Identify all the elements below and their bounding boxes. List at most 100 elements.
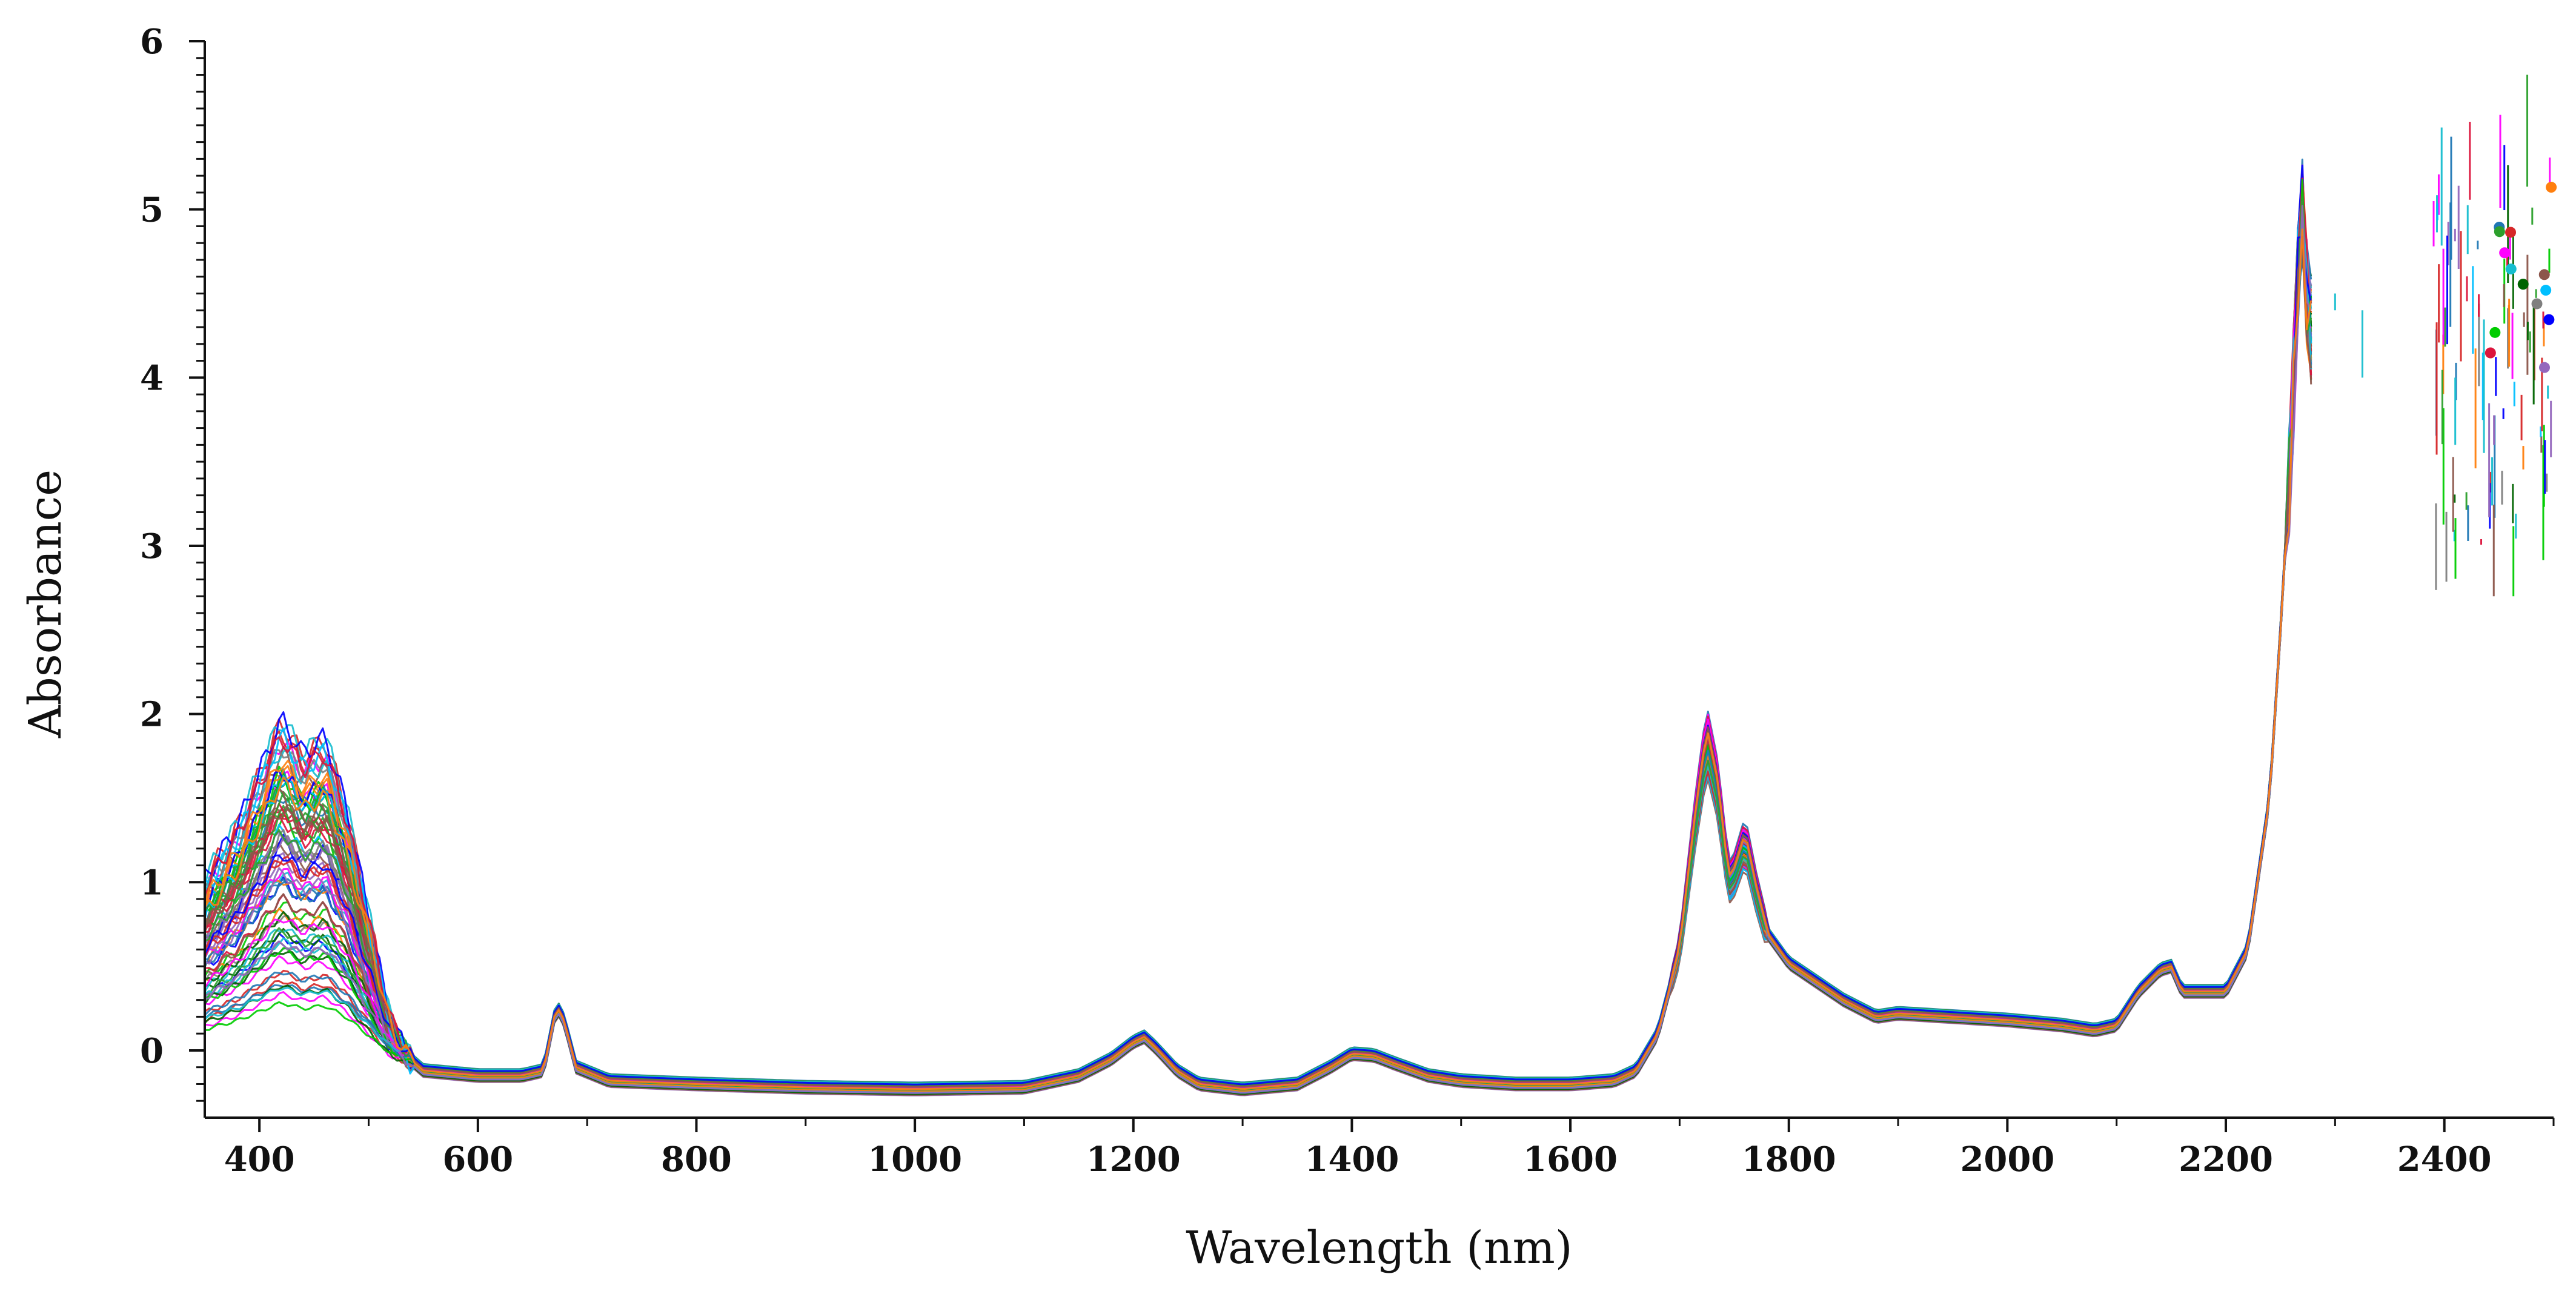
spectrum-series-64 xyxy=(204,211,2312,1096)
spectrum-series-75 xyxy=(204,221,2312,1084)
noise-dot-10 xyxy=(2485,347,2496,359)
spectrum-series-41 xyxy=(204,166,2312,1095)
x-ticks-group: 400 600 800 1000 1200 1400 1600 1800 2000 2200 240… xyxy=(224,1118,2555,1179)
spectrum-series-12 xyxy=(204,171,2312,1086)
spectrum-series-40 xyxy=(204,237,2312,1092)
spectrum-series-70 xyxy=(204,177,2312,1086)
spectrum-series-45 xyxy=(204,179,2312,1095)
spectrum-series-49 xyxy=(204,227,2312,1086)
spectrum-series-71 xyxy=(204,179,2312,1090)
x-axis-title: Wavelength (nm) xyxy=(1186,1222,1572,1274)
y-ticks-group: 0 1 2 3 4 5 6 xyxy=(140,22,205,1102)
spectrum-series-44 xyxy=(204,198,2312,1086)
spectrum-series-25 xyxy=(204,242,2312,1086)
spectrum-series-68 xyxy=(204,236,2312,1095)
y-tick-label-2: 2 xyxy=(140,695,164,735)
noise-region-group xyxy=(2334,75,2557,597)
spectrum-series-6 xyxy=(204,165,2312,1092)
spectrum-series-46 xyxy=(204,231,2312,1086)
noise-dot-11 xyxy=(2505,227,2517,238)
spectrum-series-57 xyxy=(204,197,2312,1092)
noise-dot-4 xyxy=(2546,182,2557,193)
spectrum-series-7 xyxy=(204,242,2312,1095)
y-tick-label-6: 6 xyxy=(140,22,164,62)
spectrum-series-80 xyxy=(204,228,2312,1090)
noise-dot-1 xyxy=(2489,327,2501,338)
spectrum-series-50 xyxy=(204,260,2312,1095)
x-tick-label-1800: 1800 xyxy=(1742,1139,1836,1179)
spectrum-series-58 xyxy=(204,248,2312,1092)
x-tick-label-1400: 1400 xyxy=(1304,1139,1399,1179)
y-tick-label-5: 5 xyxy=(140,190,164,230)
noise-dot-2 xyxy=(2499,247,2511,259)
spectrum-series-52 xyxy=(204,173,2312,1085)
x-tick-label-1200: 1200 xyxy=(1086,1139,1181,1179)
spectrum-series-74 xyxy=(204,201,2312,1089)
spectrum-series-67 xyxy=(204,218,2312,1087)
noise-dot-9 xyxy=(2531,298,2543,310)
spectrum-series-38 xyxy=(204,222,2312,1095)
x-tick-label-1600: 1600 xyxy=(1523,1139,1618,1179)
spectrum-series-4 xyxy=(204,216,2312,1095)
spectrum-series-37 xyxy=(204,239,2312,1089)
spectrum-series-16 xyxy=(204,260,2312,1093)
noise-dot-13 xyxy=(2538,362,2550,373)
spectrum-series-23 xyxy=(204,206,2312,1085)
spectrum-series-30 xyxy=(204,158,2312,1084)
spectrum-series-43 xyxy=(204,206,2312,1085)
noise-dot-12 xyxy=(2494,226,2505,237)
spectrum-series-3 xyxy=(204,171,2312,1090)
spectrum-series-39 xyxy=(204,178,2312,1087)
spectrum-series-28 xyxy=(204,189,2312,1085)
y-axis-title: Absorbance xyxy=(19,469,71,738)
x-tick-label-1000: 1000 xyxy=(868,1139,962,1179)
spectrum-series-21 xyxy=(204,167,2312,1092)
x-tick-label-2400: 2400 xyxy=(2397,1139,2492,1179)
spectrum-series-20 xyxy=(204,227,2312,1095)
spectrum-series-19 xyxy=(204,202,2312,1087)
x-tick-label-400: 400 xyxy=(224,1139,295,1179)
spectrum-series-32 xyxy=(204,164,2312,1095)
spectrum-series-9 xyxy=(204,188,2312,1084)
noise-dot-14 xyxy=(2517,279,2529,290)
y-tick-label-0: 0 xyxy=(140,1031,164,1071)
spectrum-series-48 xyxy=(204,245,2312,1093)
spectrum-series-77 xyxy=(204,236,2312,1086)
spectrum-series-63 xyxy=(204,164,2312,1089)
spectrum-series-13 xyxy=(204,185,2312,1086)
spectrum-series-53 xyxy=(204,231,2312,1095)
noise-dot-3 xyxy=(2543,314,2555,325)
spectrum-series-42 xyxy=(204,253,2312,1088)
noise-dot-7 xyxy=(2505,264,2517,275)
spectrum-series-73 xyxy=(204,207,2312,1088)
spectrum-series-29 xyxy=(204,204,2312,1091)
spectrum-series-62 xyxy=(204,179,2312,1084)
spectrum-series-76 xyxy=(204,195,2312,1087)
spectrum-series-31 xyxy=(204,184,2312,1088)
spectrum-series-59 xyxy=(204,173,2312,1087)
spectrum-series-72 xyxy=(204,236,2312,1090)
spectrum-series-56 xyxy=(204,224,2312,1086)
spectrum-series-5 xyxy=(204,242,2312,1085)
spectrum-series-10 xyxy=(204,199,2312,1088)
spectrum-series-33 xyxy=(204,241,2312,1086)
x-tick-label-2200: 2200 xyxy=(2179,1139,2273,1179)
spectrum-series-65 xyxy=(204,194,2312,1090)
spectrum-series-15 xyxy=(204,190,2312,1092)
spectrum-series-24 xyxy=(204,180,2312,1086)
spectra-series-group xyxy=(204,158,2312,1096)
spectrum-series-14 xyxy=(204,208,2312,1084)
spectrum-series-35 xyxy=(204,186,2312,1096)
spectrum-series-36 xyxy=(204,238,2312,1096)
spectrum-series-61 xyxy=(204,184,2312,1088)
spectrum-series-1 xyxy=(204,172,2312,1093)
spectrum-series-55 xyxy=(204,177,2312,1095)
spectrum-series-34 xyxy=(204,239,2312,1090)
noise-dot-8 xyxy=(2538,269,2550,280)
spectrum-series-18 xyxy=(204,236,2311,1093)
spectrum-series-2 xyxy=(204,181,2312,1092)
x-tick-label-800: 800 xyxy=(661,1139,732,1179)
x-tick-label-600: 600 xyxy=(442,1139,513,1179)
spectrum-series-51 xyxy=(204,167,2312,1096)
